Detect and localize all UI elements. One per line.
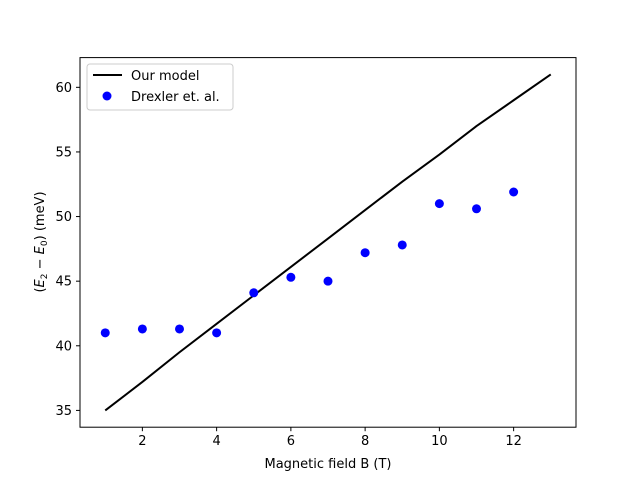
y-axis-label: (E2 − E0) (meV) (33, 191, 50, 292)
y-tick-label: 45 (55, 275, 72, 290)
x-tick-label: 2 (138, 434, 146, 449)
x-tick-label: 6 (287, 434, 295, 449)
legend-label-drexler: Drexler et. al. (131, 90, 220, 105)
x-tick-label: 4 (212, 434, 220, 449)
y-label-suffix: ) (meV) (33, 191, 48, 240)
x-axis-label: Magnetic field B (T) (265, 457, 392, 472)
y-tick-label: 40 (55, 339, 72, 354)
y-tick-label: 55 (55, 145, 72, 160)
y-label-minus: − (33, 254, 48, 273)
axes-frame (79, 57, 577, 428)
data-point (434, 199, 444, 209)
model-line (104, 73, 552, 412)
data-point (360, 248, 370, 258)
y-label-e2: E (33, 278, 48, 287)
y-label-e0: E (33, 245, 48, 254)
data-point (286, 272, 296, 282)
x-tick-label: 10 (431, 434, 448, 449)
data-point (100, 328, 110, 338)
data-point (175, 324, 184, 334)
y-label-prefix: ( (33, 287, 48, 292)
data-point (509, 187, 519, 197)
y-label-e0-subscript: 0 (40, 240, 50, 246)
legend: Our model Drexler et. al. (86, 63, 234, 111)
y-axis-ticks: 35 40 45 50 55 60 (55, 81, 80, 419)
data-point (249, 288, 259, 298)
legend-box (86, 63, 234, 111)
y-tick-label: 60 (55, 81, 72, 96)
data-point (472, 204, 481, 214)
y-label-e2-subscript: 2 (40, 274, 50, 280)
data-point (137, 324, 147, 334)
x-tick-label: 8 (361, 434, 369, 449)
series-layer (100, 73, 552, 412)
x-axis-ticks: 2 4 6 8 10 12 (138, 427, 522, 449)
legend-label-our-model: Our model (131, 69, 199, 84)
data-point (212, 328, 222, 338)
data-point (323, 276, 333, 286)
legend-marker-swatch (102, 91, 112, 101)
x-tick-label: 12 (505, 434, 522, 449)
y-tick-label: 50 (55, 210, 72, 225)
y-tick-label: 35 (55, 404, 72, 419)
data-point (397, 240, 407, 250)
